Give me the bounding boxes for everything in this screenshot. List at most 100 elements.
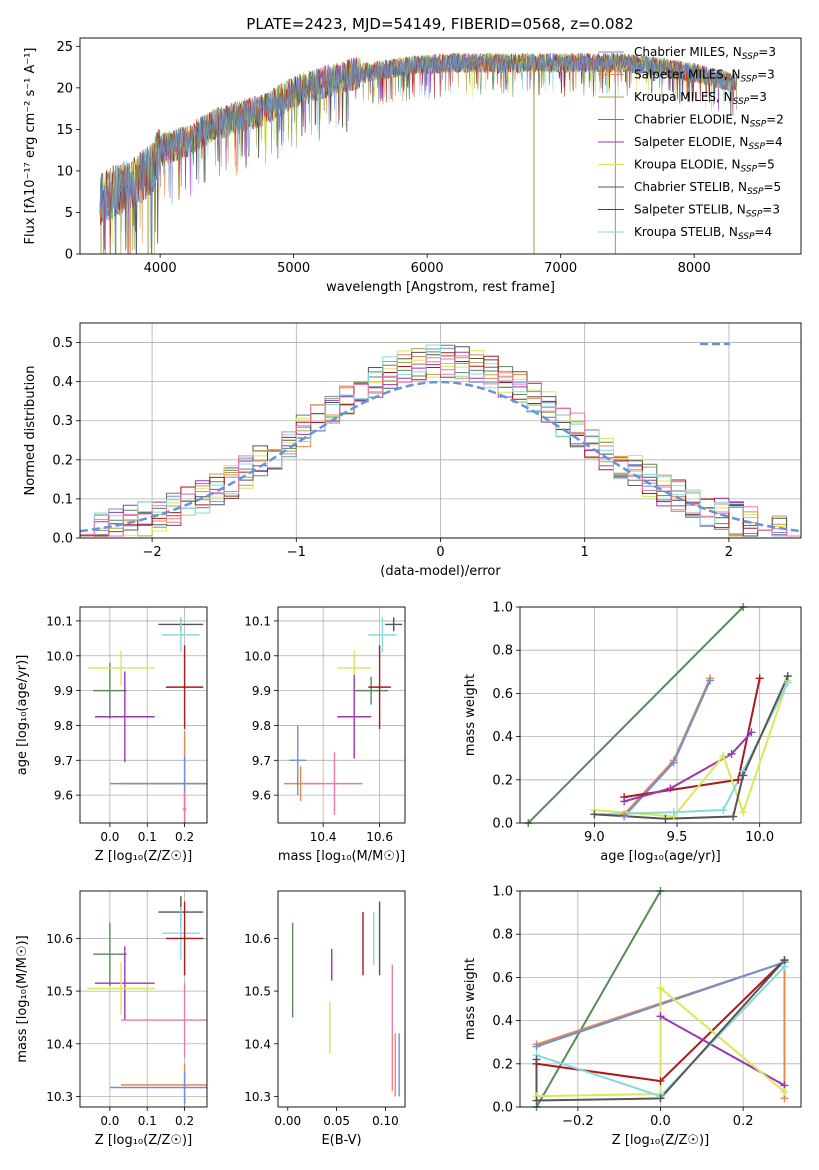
y-tick-label: 9.8	[54, 719, 73, 733]
axes-frame	[79, 890, 208, 1108]
y-tick-label: 0.2	[52, 453, 73, 468]
x-tick-label: 9.0	[584, 830, 605, 845]
axes-frame	[519, 606, 802, 824]
y-tick-label: 10.1	[46, 614, 73, 628]
panel-massweight_vs_age: 9.0 9.5 10.0 0.0 0.2 0.4 0.6 0.8 1.0 age [log₁₀(a…	[463, 601, 802, 864]
legend-label: Chabrier STELIB, NSSP=5	[634, 180, 781, 197]
y-tick-label: 9.9	[252, 684, 271, 698]
legend-label: Chabrier ELODIE, NSSP=2	[634, 113, 784, 130]
weight-marker	[656, 1012, 665, 1021]
x-tick-label: 0.1	[138, 1114, 157, 1128]
axes-frame	[277, 606, 406, 824]
weight-marker	[755, 674, 764, 683]
panel-spectrum: 4000 5000 6000 7000 8000 0 5 10 15 20 25 wavelength…	[23, 37, 802, 295]
panel-massweight_vs_Z: −0.2 0.0 0.2 0.0 0.2 0.4 0.6 0.8 1.0 Z [log₁₀(Z/Z…	[463, 885, 802, 1148]
x-axis-label: wavelength [Angstrom, rest frame]	[326, 280, 555, 295]
weight-series-line	[594, 680, 789, 818]
y-tick-label: 0.4	[52, 375, 73, 390]
y-tick-label: 15	[56, 123, 73, 138]
y-axis-label: mass weight	[463, 674, 478, 756]
weight-series-line	[535, 891, 662, 1107]
y-tick-label: 0.2	[492, 1057, 513, 1072]
weight-marker	[734, 775, 743, 784]
x-tick-label: 9.5	[667, 830, 688, 845]
y-tick-label: 9.6	[54, 789, 73, 803]
y-tick-label: 25	[56, 40, 73, 55]
weight-series-line	[660, 1015, 785, 1087]
y-tick-label: 9.8	[252, 719, 271, 733]
axes-frame	[519, 890, 802, 1108]
x-axis-label: E(B-V)	[321, 1133, 361, 1148]
weight-marker	[620, 812, 629, 821]
x-tick-label: 5000	[277, 261, 310, 276]
y-tick-label: 10.5	[46, 985, 73, 999]
x-tick-label: 0.0	[100, 1114, 119, 1128]
legend-label: Salpeter ELODIE, NSSP=4	[634, 135, 783, 152]
weight-marker	[620, 797, 629, 806]
y-tick-label: 1.0	[492, 885, 513, 900]
legend-label: Kroupa MILES, NSSP=3	[634, 90, 767, 107]
y-tick-label: 10.3	[46, 1090, 73, 1104]
x-tick-label: 10.0	[745, 830, 774, 845]
y-tick-label: 10.6	[244, 932, 271, 946]
y-axis-label: mass [log₁₀(M/M☉)]	[15, 935, 30, 1062]
weight-marker	[719, 752, 728, 761]
y-tick-label: 0.1	[52, 492, 73, 507]
y-axis-label: age [log₁₀(age/yr)]	[15, 655, 30, 776]
x-tick-label: 0.05	[323, 1114, 350, 1128]
weight-marker	[532, 1042, 541, 1051]
weight-marker	[706, 676, 715, 685]
weight-marker	[747, 728, 756, 737]
spectrum-series-line	[99, 52, 737, 254]
plot-area	[527, 607, 789, 823]
weight-series-line	[527, 607, 744, 823]
y-tick-label: 10.6	[46, 932, 73, 946]
y-axis-label: mass weight	[463, 958, 478, 1040]
weight-marker	[780, 956, 789, 965]
weight-series-line	[536, 986, 786, 1098]
y-tick-label: 10	[56, 164, 73, 179]
x-axis-label: Z [log₁₀(Z/Z☉)]	[612, 1133, 709, 1148]
x-tick-label: 0.0	[100, 830, 119, 844]
y-tick-label: 10.4	[244, 1037, 271, 1051]
weight-marker	[783, 672, 792, 681]
x-axis-label: (data-model)/error	[380, 564, 501, 579]
axes-frame	[277, 890, 406, 1108]
x-tick-label: 10.4	[310, 830, 337, 844]
plot-area	[87, 617, 207, 823]
x-axis-label: Z [log₁₀(Z/Z☉)]	[95, 849, 192, 864]
plot-area	[80, 344, 801, 538]
panel-age_vs_Z: 0.0 0.1 0.2 9.6 9.7 9.8 9.9 10.0 10.1 Z [log₁₀(Z/…	[15, 606, 208, 864]
plot-area	[99, 51, 737, 254]
weight-marker	[669, 758, 678, 767]
y-tick-label: 0	[65, 248, 73, 263]
spectrum-series-line	[99, 52, 737, 254]
axes-frame	[79, 606, 208, 824]
x-tick-label: 2	[725, 545, 733, 560]
y-tick-label: 9.9	[54, 684, 73, 698]
legend-label: Salpeter MILES, NSSP=3	[634, 68, 775, 85]
weight-marker	[661, 814, 670, 823]
weight-marker	[532, 1055, 541, 1064]
spectrum-series-line	[99, 51, 737, 249]
y-tick-label: 10.0	[244, 649, 271, 663]
y-tick-label: 10.0	[46, 649, 73, 663]
weight-marker	[532, 1096, 541, 1105]
panel-mass_vs_Z: 0.0 0.1 0.2 10.3 10.4 10.5 10.6 Z [log₁₀(Z/Z☉)]…	[15, 890, 208, 1148]
x-tick-label: −2	[143, 545, 162, 560]
y-tick-label: 10.1	[244, 614, 271, 628]
y-tick-label: 0.6	[492, 687, 513, 702]
x-tick-label: 0.2	[175, 1114, 194, 1128]
x-tick-label: 0	[436, 545, 444, 560]
x-tick-label: 7000	[544, 261, 577, 276]
x-tick-label: 0.2	[175, 830, 194, 844]
x-tick-label: −0.2	[562, 1114, 594, 1129]
weight-marker	[656, 984, 665, 993]
x-axis-label: mass [log₁₀(M/M☉)]	[278, 849, 405, 864]
weight-marker	[666, 784, 675, 793]
panel-age_vs_mass: 10.4 10.6 9.6 9.7 9.8 9.9 10.0 10.1 mass [log₁₀(…	[244, 606, 406, 864]
y-axis-label: Normed distribution	[23, 366, 38, 496]
x-tick-label: −1	[287, 545, 306, 560]
plot-area	[283, 617, 403, 815]
